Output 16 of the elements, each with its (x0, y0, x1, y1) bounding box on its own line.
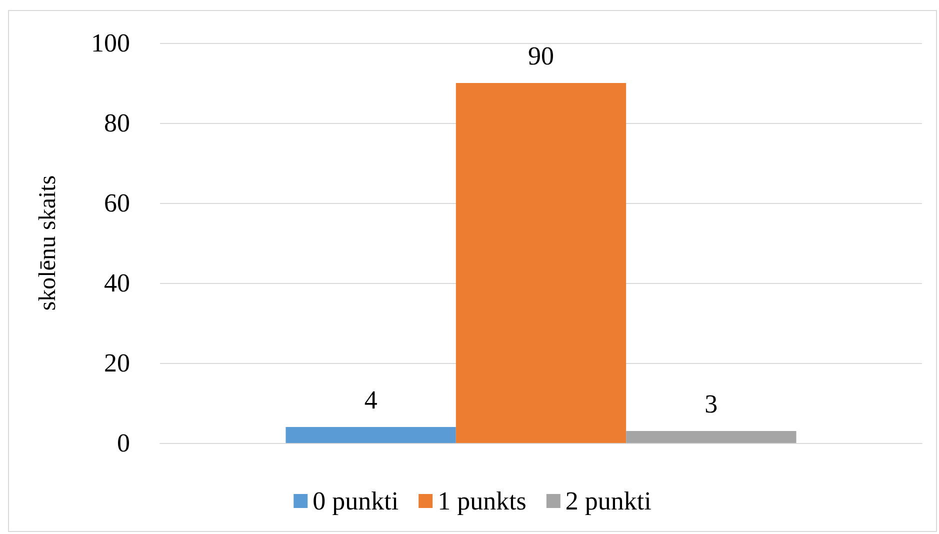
legend-label: 1 punkts (438, 486, 526, 516)
data-label: 4 (364, 386, 378, 414)
y-axis-title: skolēnu skaits (35, 175, 61, 311)
y-tick-label: 40 (104, 268, 130, 298)
data-label: 3 (704, 390, 718, 418)
y-tick-label: 80 (104, 108, 130, 138)
data-label: 90 (528, 42, 554, 70)
bar (626, 431, 796, 443)
y-tick-label: 100 (91, 28, 130, 58)
legend-label: 0 punkti (312, 486, 399, 516)
bar (286, 427, 456, 443)
y-tick-label: 0 (117, 428, 130, 458)
legend-label: 2 punkti (565, 486, 652, 516)
y-tick-label: 20 (104, 348, 130, 378)
y-tick-label: 60 (104, 188, 130, 218)
bar (456, 83, 626, 443)
